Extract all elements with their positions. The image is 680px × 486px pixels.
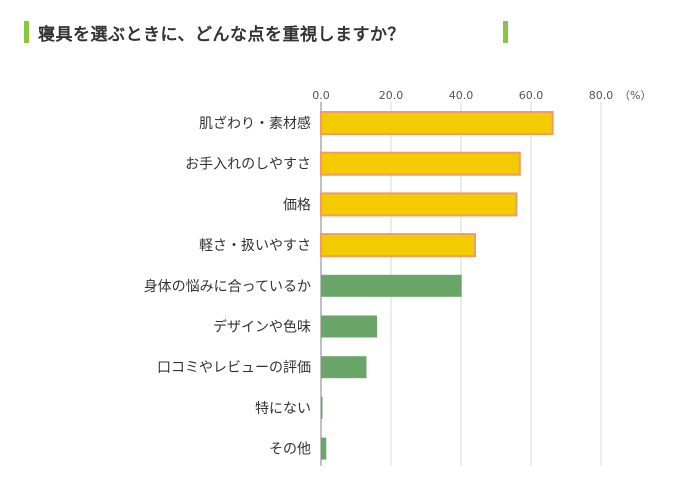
category-label: デザインや色味 (213, 319, 311, 336)
chart-title: 寝具を選ぶときに、どんな点を重視しますか？ (38, 25, 405, 45)
x-tick-label: 20.0 (379, 89, 404, 102)
bar (321, 437, 327, 460)
category-label: 軽さ・扱いやすさ (199, 238, 311, 254)
title-accent-right (503, 21, 508, 43)
bar (321, 356, 367, 379)
category-label: 肌ざわり・素材感 (199, 115, 311, 132)
x-tick-label: 80.0 (589, 89, 614, 102)
category-label: 価格 (283, 197, 311, 213)
category-label: 身体の悩みに合っているか (144, 279, 311, 295)
label-layer: 0.0 20.0 40.0 60.0 80.0 （%） 肌ざわり・素材感お手入れのしやすさ価… (144, 89, 652, 458)
category-label: 特にない (255, 401, 311, 417)
category-label: 口コミやレビューの評価 (157, 360, 311, 376)
x-tick-label: 60.0 (519, 89, 544, 102)
bar (320, 192, 518, 217)
bar (321, 396, 323, 419)
x-tick-label: 40.0 (449, 89, 474, 102)
title-accent-left (24, 21, 29, 43)
x-tick-label: 0.0 (312, 89, 330, 102)
bar (321, 315, 377, 338)
bar (320, 233, 476, 258)
bar-layer (320, 111, 554, 460)
unit-label: （%） (619, 89, 651, 102)
category-label: お手入れのしやすさ (185, 157, 311, 173)
bar (320, 151, 521, 176)
bar (321, 274, 462, 297)
bar (320, 111, 554, 135)
chart-title-bar: 寝具を選ぶときに、どんな点を重視しますか？ (0, 21, 680, 45)
category-label: その他 (269, 442, 311, 458)
